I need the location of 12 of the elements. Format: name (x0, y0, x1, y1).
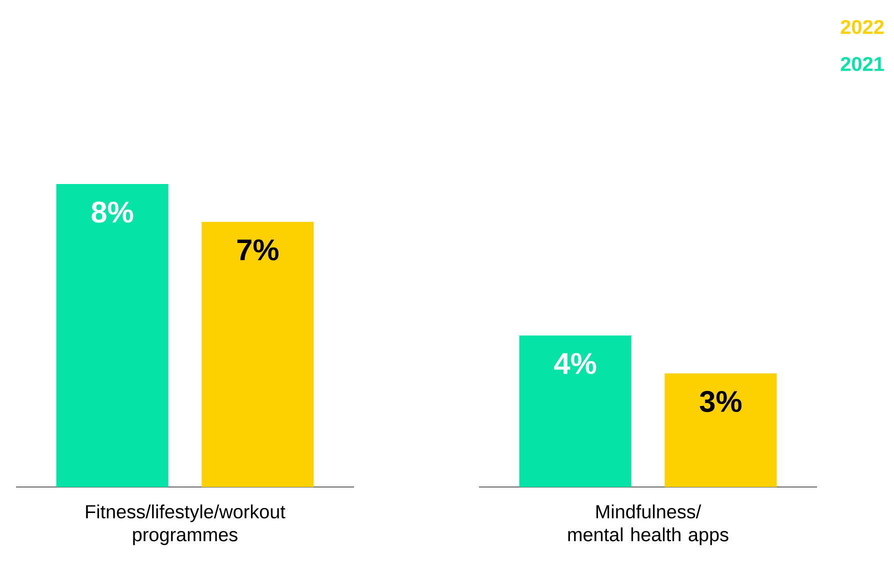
text: 2022 (840, 20, 884, 34)
x-tick-label: Fitness/lifestyle/workout programmes (86, 504, 286, 546)
data-label: 4% (554, 353, 596, 374)
x-tick-label: Mindfulness/ mental health apps (568, 504, 728, 546)
bar (519, 335, 632, 487)
data-label: 3% (700, 390, 742, 412)
text: 2021 (840, 56, 884, 72)
bar (664, 373, 777, 487)
bar (202, 222, 314, 487)
data-label: 8% (92, 202, 134, 223)
bar (56, 184, 168, 487)
data-label: 7% (237, 239, 279, 260)
